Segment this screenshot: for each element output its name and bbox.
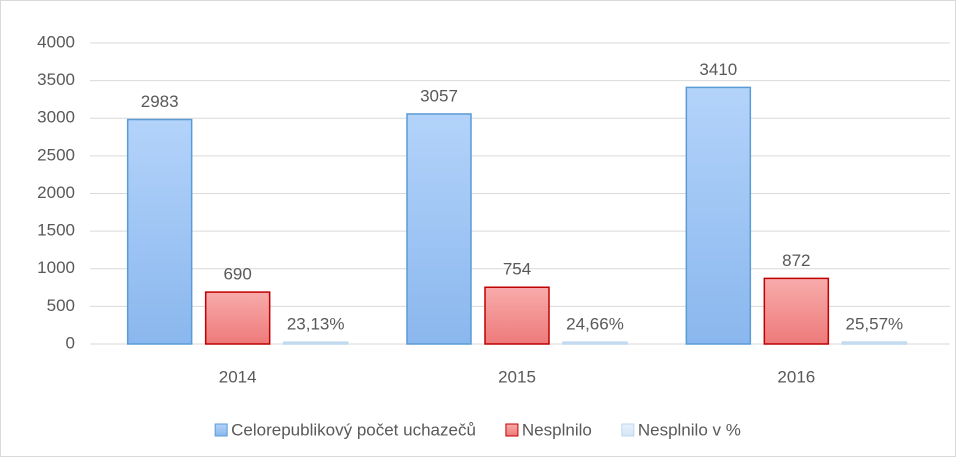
value-label: 872: [782, 251, 810, 270]
y-tick-label: 500: [47, 296, 75, 315]
bar: [841, 341, 908, 345]
legend-swatch: [214, 423, 228, 437]
value-label: 24,66%: [566, 315, 624, 334]
bar: [406, 113, 472, 345]
bar: [562, 341, 628, 345]
bar: [282, 341, 349, 345]
value-label: 25,57%: [845, 315, 903, 334]
legend-label: Nesplnilo: [522, 420, 592, 439]
y-tick-label: 4000: [37, 32, 75, 51]
x-tick-label: 2014: [219, 367, 257, 386]
x-tick-label: 2016: [777, 367, 815, 386]
y-tick-label: 3500: [37, 70, 75, 89]
y-tick-label: 3000: [37, 108, 75, 127]
bar: [763, 277, 830, 345]
value-label: 3057: [420, 86, 458, 105]
legend-label: Celorepublikový počet uchazečů: [231, 420, 476, 439]
legend-swatch: [505, 423, 519, 437]
value-label: 754: [503, 260, 531, 279]
value-label: 3410: [699, 60, 737, 79]
value-label: 2983: [141, 92, 179, 111]
legend-swatch: [621, 423, 635, 437]
bar: [204, 291, 271, 345]
value-label: 23,13%: [287, 315, 345, 334]
value-label: 690: [223, 265, 251, 284]
bar: [126, 118, 193, 345]
y-tick-label: 0: [66, 333, 75, 352]
y-tick-label: 2500: [37, 145, 75, 164]
legend-label: Nesplnilo v %: [638, 420, 741, 439]
x-tick-label: 2015: [498, 367, 536, 386]
bar: [484, 286, 550, 345]
y-tick-label: 1000: [37, 258, 75, 277]
y-tick-label: 1500: [37, 221, 75, 240]
y-tick-label: 2000: [37, 183, 75, 202]
bar: [685, 86, 752, 345]
